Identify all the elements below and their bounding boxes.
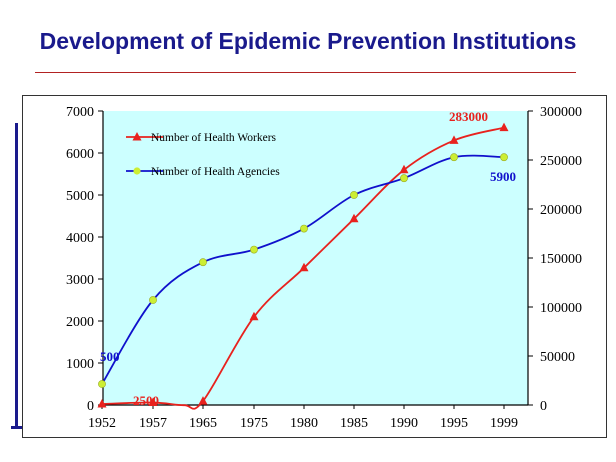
health-workers-point [299,262,309,272]
health-agencies-point [400,174,408,183]
x-tick-label: 1952 [88,416,116,431]
left-y-tick-label: 0 [87,399,94,414]
right-y-tick-label: 200000 [540,203,582,218]
health-workers-point [148,397,158,407]
health-workers-point [399,164,409,174]
health-agencies-point [300,224,308,233]
health-agencies-point [450,153,458,162]
right-y-tick-label: 150000 [540,252,582,267]
left-y-tick-label: 6000 [66,147,94,162]
legend-health-workers-label: Number of Health Workers [151,132,277,144]
x-tick-label: 1999 [490,416,518,431]
chart-frame: 0 1000 2000 3000 4000 5000 6000 7000 0 50000 10000… [22,95,607,438]
slide-title: Development of Epidemic Prevention Insti… [39,28,577,54]
plot-area [103,111,528,405]
x-tick-label: 1980 [290,416,318,431]
x-tick-label: 1965 [189,416,217,431]
left-y-tick-label: 3000 [66,273,94,288]
health-workers-point [349,213,359,223]
right-y-tick-label: 300000 [540,105,582,120]
left-y-tick-label: 4000 [66,231,94,246]
legend-health-agencies-label: Number of Health Agencies [151,166,280,178]
decorative-left-bar [15,123,18,428]
health-agencies-point [199,258,207,267]
title-divider [35,72,576,73]
health-workers-point [449,135,459,144]
annotation-500: 500 [100,349,120,364]
legend-health-agencies-swatch-marker [133,167,141,175]
x-tick-label: 1990 [390,416,418,431]
annotation-283000: 283000 [449,109,488,124]
right-y-tick-label: 100000 [540,301,582,316]
health-agencies-point [149,296,157,304]
right-y-tick-label: 0 [540,399,547,414]
left-y-tick-label: 1000 [66,357,94,372]
line-chart: 0 1000 2000 3000 4000 5000 6000 7000 0 50000 10000… [66,105,582,431]
health-workers-point [97,399,107,408]
right-y-tick-label: 50000 [540,350,575,365]
left-y-tick-label: 2000 [66,315,94,330]
x-tick-label: 1995 [440,416,468,431]
annotation-2500: 2500 [133,393,159,408]
health-agencies-point [98,380,106,388]
legend-health-workers-swatch-marker [132,132,142,141]
health-agencies-point [250,245,258,254]
health-workers-point [198,396,208,405]
health-workers-point [249,311,259,321]
x-tick-label: 1957 [139,416,167,431]
left-y-tick-label: 7000 [66,105,94,120]
health-agencies-point [350,191,358,199]
x-tick-label: 1975 [240,416,268,431]
decorative-left-tick [11,426,23,429]
x-tick-label: 1985 [340,416,368,431]
right-y-tick-label: 250000 [540,154,582,169]
health-workers-line [101,126,505,410]
annotation-5900: 5900 [490,169,516,184]
health-workers-point [499,122,509,132]
left-y-tick-label: 5000 [66,189,94,204]
health-agencies-point [500,153,508,162]
